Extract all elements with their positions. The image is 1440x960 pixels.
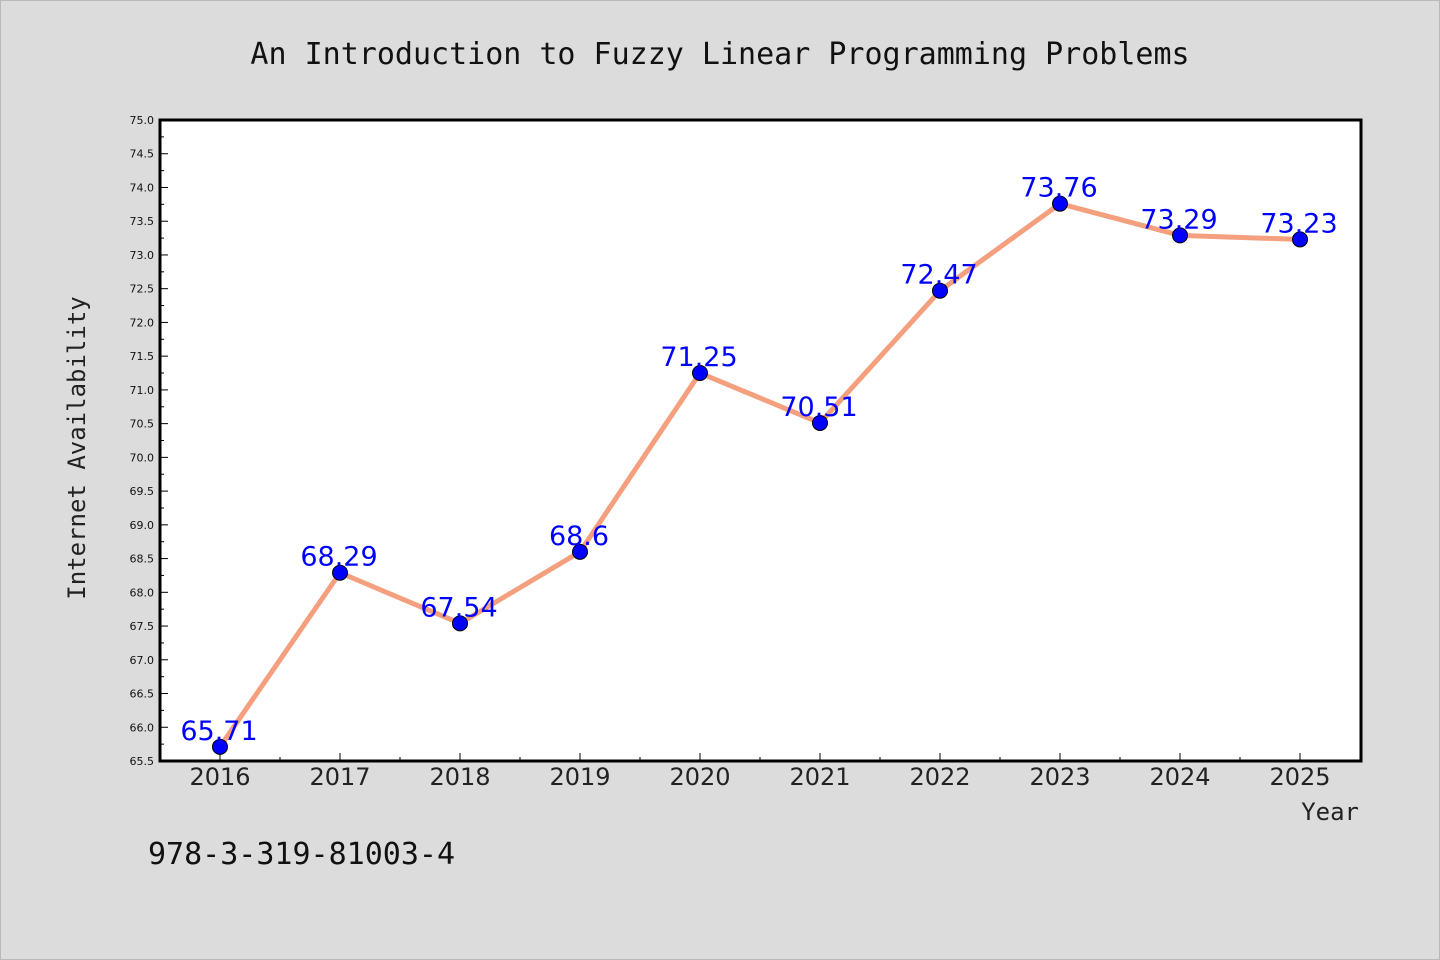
data-label: 67.54 — [420, 592, 497, 623]
series-markers — [212, 195, 1308, 755]
y-tick-label: 66.0 — [130, 721, 155, 734]
y-tick-label: 68.0 — [130, 586, 155, 599]
y-tick-label: 72.5 — [130, 283, 155, 296]
y-tick-label: 65.5 — [130, 755, 155, 768]
data-label: 73.76 — [1020, 173, 1097, 204]
data-label: 68.6 — [549, 521, 609, 552]
plot-area — [158, 118, 1363, 763]
x-tick-label: 2016 — [189, 763, 250, 791]
data-label: 70.51 — [780, 392, 857, 423]
data-label: 68.29 — [300, 542, 377, 573]
data-point — [812, 414, 828, 431]
y-tick-label: 70.0 — [130, 451, 155, 464]
y-tick-label: 70.5 — [130, 418, 155, 431]
chart-title: An Introduction to Fuzzy Linear Programm… — [250, 37, 1189, 72]
x-tick-label: 2021 — [789, 763, 850, 791]
data-point — [1172, 227, 1188, 244]
y-tick-label: 73.5 — [130, 215, 155, 228]
x-tick-label: 2020 — [669, 763, 730, 791]
data-point — [212, 738, 228, 755]
y-axis: 65.5 66.0 66.5 67.0 67.5 68.0 68.5 69.0 69.5 70.0… — [130, 114, 168, 768]
y-tick-label: 75.0 — [130, 114, 155, 127]
y-axis-label: Internet Availability — [63, 296, 91, 599]
x-tick-label: 2025 — [1269, 763, 1330, 791]
x-axis-label: Year — [1301, 798, 1359, 826]
y-tick-label: 74.0 — [130, 181, 155, 194]
data-labels: 65.71 68.29 67.54 68.6 71.25 70.51 72.47 73.76 7… — [180, 173, 1337, 747]
data-label: 73.29 — [1140, 204, 1217, 235]
series-line — [217, 201, 1303, 750]
y-tick-label: 67.5 — [130, 620, 155, 633]
y-tick-label: 74.5 — [130, 148, 155, 161]
y-tick-label: 71.0 — [130, 384, 155, 397]
data-label: 72.47 — [900, 260, 977, 291]
x-tick-label: 2017 — [309, 763, 370, 791]
x-tick-label: 2022 — [909, 763, 970, 791]
y-tick-label: 68.5 — [130, 553, 155, 566]
y-tick-label: 71.5 — [130, 350, 155, 363]
y-tick-label: 67.0 — [130, 654, 155, 667]
data-point — [452, 615, 468, 632]
y-tick-label: 73.0 — [130, 249, 155, 262]
y-tick-label: 66.5 — [130, 688, 155, 701]
series-polyline — [217, 201, 1303, 750]
data-point — [572, 543, 588, 560]
data-point — [932, 282, 948, 299]
y-tick-label: 69.5 — [130, 485, 155, 498]
x-tick-label: 2019 — [549, 763, 610, 791]
data-point — [1052, 195, 1068, 212]
x-tick-label: 2023 — [1029, 763, 1090, 791]
x-tick-label: 2018 — [429, 763, 490, 791]
data-label: 73.23 — [1260, 208, 1337, 239]
data-label: 71.25 — [660, 342, 737, 373]
y-tick-label: 72.0 — [130, 316, 155, 329]
data-label: 65.71 — [180, 716, 257, 747]
data-point — [692, 365, 708, 382]
x-axis: 2016 2017 2018 2019 2020 2021 2022 2023 2024 2025 — [189, 753, 1331, 791]
isbn-text: 978-3-319-81003-4 — [148, 837, 455, 872]
x-tick-label: 2024 — [1149, 763, 1210, 791]
y-tick-label: 69.0 — [130, 519, 155, 532]
data-point — [332, 564, 348, 581]
data-point — [1292, 231, 1308, 248]
